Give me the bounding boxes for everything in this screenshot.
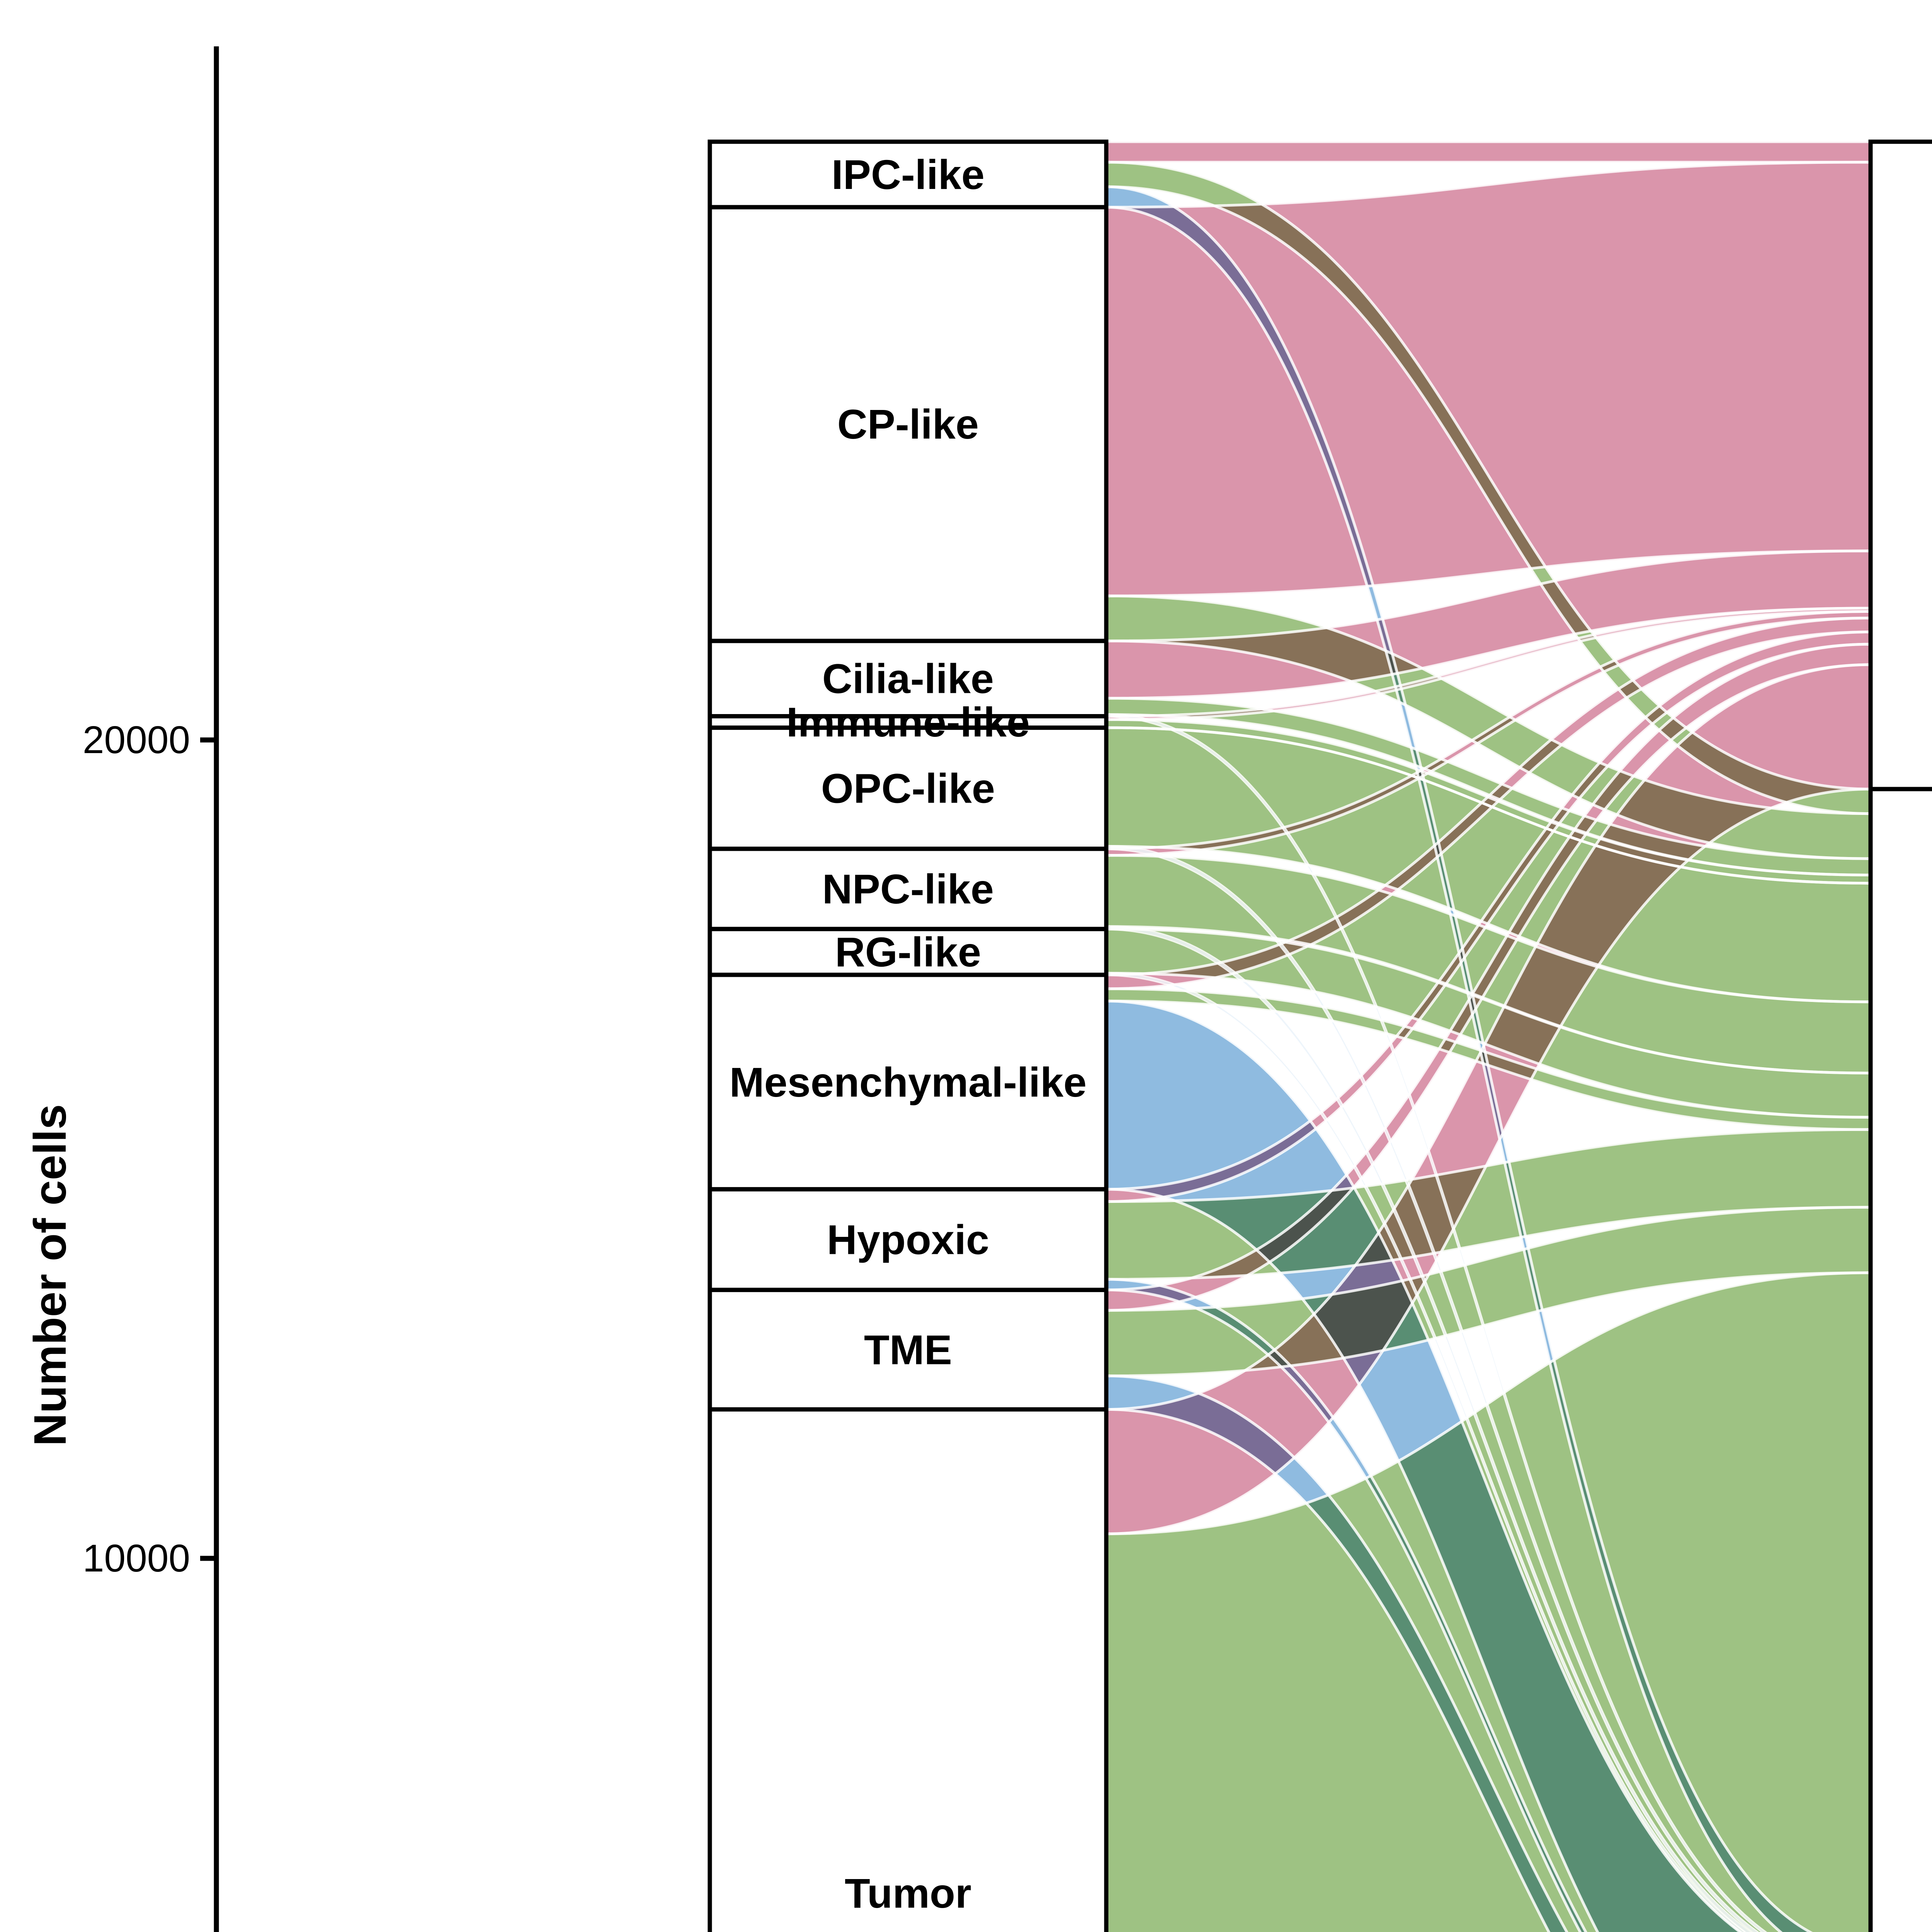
flow-border-RG-like-to-ATRT-MYC [1105, 972, 1747, 1932]
stratum-label-OPC-like: OPC-like [821, 765, 995, 811]
flow-Cilia-like-to-ATRT-TYR [1106, 551, 1871, 698]
flow-border-Hypoxic-to-ATRT-MYC [1105, 1278, 1587, 1932]
flow-border-Mesenchymal-like-to-ATRT-MYC [1105, 1000, 1743, 1932]
flow-border-Tumor-to-ATRT-SHH [1105, 1271, 1872, 1932]
stratum-label-Immune-like: Immune-like [786, 699, 1030, 745]
stratum-border-Tumor [707, 1407, 1109, 1932]
stratum-box-CP-like [710, 207, 1106, 641]
stratum-label-Tumor: Tumor [845, 1870, 971, 1917]
stratum-box-RG-like [710, 929, 1106, 975]
flow-Tumor-to-ATRT-TYR [1106, 665, 1871, 1534]
flow-IPC-like-to-ATRT-TYR [1106, 141, 1871, 162]
flow-NPC-like-to-ATRT-SHH [1106, 855, 1871, 1073]
flow-RG-like-to-ATRT-SHH [1106, 929, 1871, 1117]
stratum-border-ATRT-TYR [1868, 139, 1932, 791]
stratum-label-TME: TME [864, 1326, 952, 1373]
stratum-box-ATRT-SHH [1871, 789, 1932, 1932]
stratum-box-Tumor [710, 1409, 1106, 1932]
stratum-label-Mesenchymal-like: Mesenchymal-like [730, 1059, 1087, 1105]
y-axis [200, 46, 219, 1932]
stratum-border-ATRT-SHH [1868, 787, 1932, 1932]
stratum-label-Hypoxic: Hypoxic [827, 1216, 989, 1263]
stratum-label-Cilia-like: Cilia-like [822, 655, 994, 702]
flow-CP-like-to-ATRT-TYR [1106, 162, 1871, 596]
flow-border-OPC-like-to-ATRT-MYC [1105, 845, 1760, 1932]
stratum-label-NPC-like: NPC-like [822, 866, 994, 912]
flow-border-TME-to-ATRT-MYC [1105, 1374, 1568, 1932]
stratum-box-Cilia-like [710, 641, 1106, 716]
flow-NPC-like-to-ATRT-TYR [1106, 611, 1871, 855]
stratum-box-IPC-like [710, 141, 1106, 207]
stratum-box-ATRT-TYR [1871, 141, 1932, 789]
stratum-label-IPC-like: IPC-like [832, 151, 985, 198]
stratum-label-CP-like: CP-like [837, 401, 979, 447]
stratum-box-Hypoxic [710, 1189, 1106, 1290]
stratum-label-RG-like: RG-like [835, 929, 981, 975]
flow-Mesenchymal-like-to-ATRT-TYR [1106, 618, 1871, 989]
flow-border-NPC-like-to-ATRT-MYC [1105, 925, 1752, 1932]
flow-Immune-like-to-ATRT-TYR [1106, 608, 1871, 720]
y-tick-label-20000: 20000 [83, 718, 190, 762]
flow-OPC-like-to-ATRT-SHH [1106, 728, 1871, 1002]
stratum-box-TME [710, 1290, 1106, 1410]
flow-Hypoxic-to-ATRT-TYR [1106, 632, 1871, 1202]
strata-fill [710, 141, 1932, 1932]
strata-borders [707, 139, 1932, 1932]
flow-border-IPC-like-to-ATRT-MYC [1105, 185, 1813, 1932]
flow-Tumor-to-ATRT-SHH [1106, 1272, 1871, 1932]
stratum-box-OPC-like [710, 728, 1106, 849]
stratum-box-Mesenchymal-like [710, 975, 1106, 1189]
stratum-box-NPC-like [710, 849, 1106, 929]
y-axis-title: Number of cells [25, 1104, 76, 1446]
flow-TME-to-ATRT-TYR [1106, 644, 1871, 1311]
y-tick-label-10000: 10000 [83, 1537, 190, 1580]
flow-Cilia-like-to-ATRT-SHH [1106, 698, 1871, 875]
